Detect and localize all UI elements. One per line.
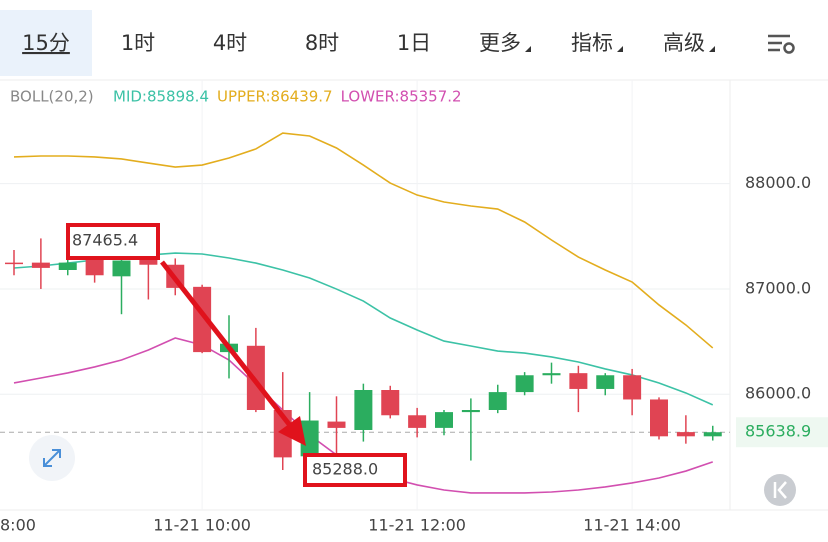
- annotation-box: [66, 223, 160, 260]
- dropdown-marker: [525, 46, 531, 52]
- candle-body: [58, 262, 77, 270]
- x-tick-label: 11-21 12:00: [368, 516, 466, 535]
- y-tick-label: 88000.0: [745, 173, 811, 192]
- candle-body: [650, 399, 668, 437]
- candle-body: [112, 260, 131, 277]
- active-tab-bg: [0, 10, 92, 76]
- candle-body: [354, 390, 373, 430]
- legend-entry: LOWER:85357.2: [341, 88, 462, 106]
- tab[interactable]: 更多: [479, 31, 521, 55]
- candle-body: [623, 375, 642, 400]
- last-price-label: 85638.9: [745, 422, 811, 441]
- candle-body: [85, 257, 104, 276]
- candle-body: [327, 421, 346, 428]
- tab[interactable]: 指标: [571, 31, 613, 55]
- candle-body: [408, 415, 427, 428]
- tab[interactable]: 1日: [397, 31, 431, 55]
- arrow-head: [278, 416, 306, 446]
- dropdown-marker: [617, 46, 623, 52]
- candle-body: [300, 420, 319, 457]
- tab[interactable]: 8时: [305, 31, 339, 55]
- annotation-low: 85288.0: [312, 460, 378, 479]
- candle-body: [381, 390, 400, 416]
- y-tick-label: 86000.0: [745, 384, 811, 403]
- scroll-latest-button[interactable]: [764, 474, 796, 506]
- indicator-label: BOLL(20,2): [10, 88, 94, 106]
- settings-icon[interactable]: [768, 34, 795, 54]
- candle-body: [542, 373, 561, 376]
- candle-body: [193, 286, 212, 353]
- candle-body: [703, 432, 722, 437]
- candle-body: [435, 412, 453, 428]
- x-tick-label: 8:00: [0, 516, 36, 535]
- expand-button[interactable]: [29, 435, 75, 481]
- candle-body: [569, 373, 588, 389]
- last-price-bg: [736, 417, 828, 448]
- candle-body: [515, 375, 534, 393]
- boll-line: [13, 132, 714, 349]
- x-tick-label: 11-21 10:00: [153, 516, 251, 535]
- legend-entry: UPPER:86439.7: [217, 88, 333, 106]
- y-tick-label: 87000.0: [745, 278, 811, 297]
- candle-body: [461, 410, 480, 413]
- tab[interactable]: 高级: [663, 31, 705, 55]
- tab[interactable]: 15分: [22, 31, 70, 55]
- legend-entry: MID:85898.4: [113, 88, 209, 106]
- candle-body: [676, 432, 695, 437]
- candle-body: [596, 375, 615, 389]
- arrow-shaft: [160, 260, 294, 430]
- tab[interactable]: 4时: [213, 31, 247, 55]
- dropdown-marker: [709, 46, 715, 52]
- x-tick-label: 11-21 14:00: [583, 516, 681, 535]
- tab[interactable]: 1时: [121, 31, 155, 55]
- candle-body: [5, 262, 23, 265]
- candle-body: [31, 262, 50, 268]
- annotation-box: [303, 453, 407, 487]
- annotation-high: 87465.4: [72, 231, 138, 250]
- candle-body: [488, 392, 507, 410]
